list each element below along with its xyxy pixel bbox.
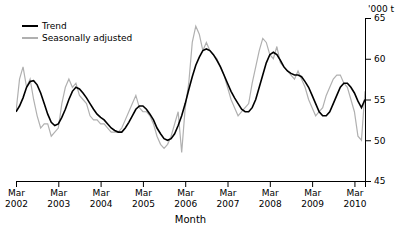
y-tick: 45 xyxy=(365,176,385,186)
chart: Mar2002 Mar2003 Mar2004 Mar2005 Mar2006 Mar20… xyxy=(0,0,397,227)
y-tick-label: 45 xyxy=(374,176,385,186)
plot: Mar2002 Mar2003 Mar2004 Mar2005 Mar2006 Mar20… xyxy=(5,13,386,208)
y-tick: 65 xyxy=(365,13,385,23)
y-tick-label: 50 xyxy=(374,136,386,146)
x-axis-title: Month xyxy=(175,214,206,225)
x-tick: Mar2007 xyxy=(217,181,240,209)
y-tick-mark xyxy=(365,59,371,60)
x-tick: Mar2004 xyxy=(90,181,113,209)
x-tick: Mar2006 xyxy=(174,181,197,209)
x-tick: Mar2009 xyxy=(301,181,324,209)
x-tick-mark xyxy=(228,181,229,187)
x-tick: Mar2005 xyxy=(132,181,155,209)
y-tick-label: 60 xyxy=(374,54,386,64)
y-axis-title: '000 t xyxy=(368,4,395,14)
legend-label: Seasonally adjusted xyxy=(42,33,132,43)
x-tick: Mar2008 xyxy=(259,181,282,209)
series-line xyxy=(16,49,365,140)
legend-swatch xyxy=(22,25,38,27)
x-tick-label: Mar2004 xyxy=(90,188,113,208)
x-tick-label: Mar2005 xyxy=(132,188,155,208)
legend-label: Trend xyxy=(41,21,67,31)
lines xyxy=(16,26,365,152)
x-tick-mark xyxy=(58,181,59,187)
x-tick-label: Mar2007 xyxy=(217,188,240,208)
legend: Trend Seasonally adjusted xyxy=(22,21,132,43)
x-tick-label: Mar2008 xyxy=(259,188,282,208)
y-tick-mark xyxy=(365,140,371,141)
series-line xyxy=(16,26,365,152)
x-tick-label: Mar2003 xyxy=(47,188,70,208)
legend-item: Trend xyxy=(22,21,67,31)
x-tick-mark xyxy=(143,181,144,187)
x-axis-line xyxy=(17,182,366,188)
x-tick-label: Mar2002 xyxy=(5,188,28,208)
y-tick-label: 55 xyxy=(374,95,385,105)
x-tick-mark xyxy=(312,181,313,187)
x-tick-label: Mar2009 xyxy=(301,188,324,208)
x-tick: Mar2002 xyxy=(5,181,28,209)
y-axis: 45 50 55 60 65 xyxy=(365,13,386,186)
y-tick-mark xyxy=(365,100,371,101)
x-axis: Mar2002 Mar2003 Mar2004 Mar2005 Mar2006 Mar20… xyxy=(5,181,367,209)
y-tick-mark xyxy=(365,18,371,19)
x-tick-mark xyxy=(270,181,271,187)
y-tick-mark xyxy=(365,181,371,182)
x-tick-mark xyxy=(16,181,17,187)
y-tick-label: 65 xyxy=(374,13,385,23)
x-tick: Mar2010 xyxy=(343,181,366,209)
y-tick: 55 xyxy=(365,95,385,105)
legend-item: Seasonally adjusted xyxy=(22,33,132,43)
x-tick-label: Mar2006 xyxy=(174,188,197,208)
x-tick-label: Mar2010 xyxy=(343,188,366,208)
y-tick: 60 xyxy=(365,54,386,64)
x-tick-mark xyxy=(185,181,186,187)
legend-swatch xyxy=(22,37,38,39)
x-tick-mark xyxy=(101,181,102,187)
x-tick: Mar2003 xyxy=(47,181,70,209)
y-tick: 50 xyxy=(365,136,386,146)
y-axis-line xyxy=(366,19,372,182)
x-tick-mark xyxy=(354,181,355,187)
